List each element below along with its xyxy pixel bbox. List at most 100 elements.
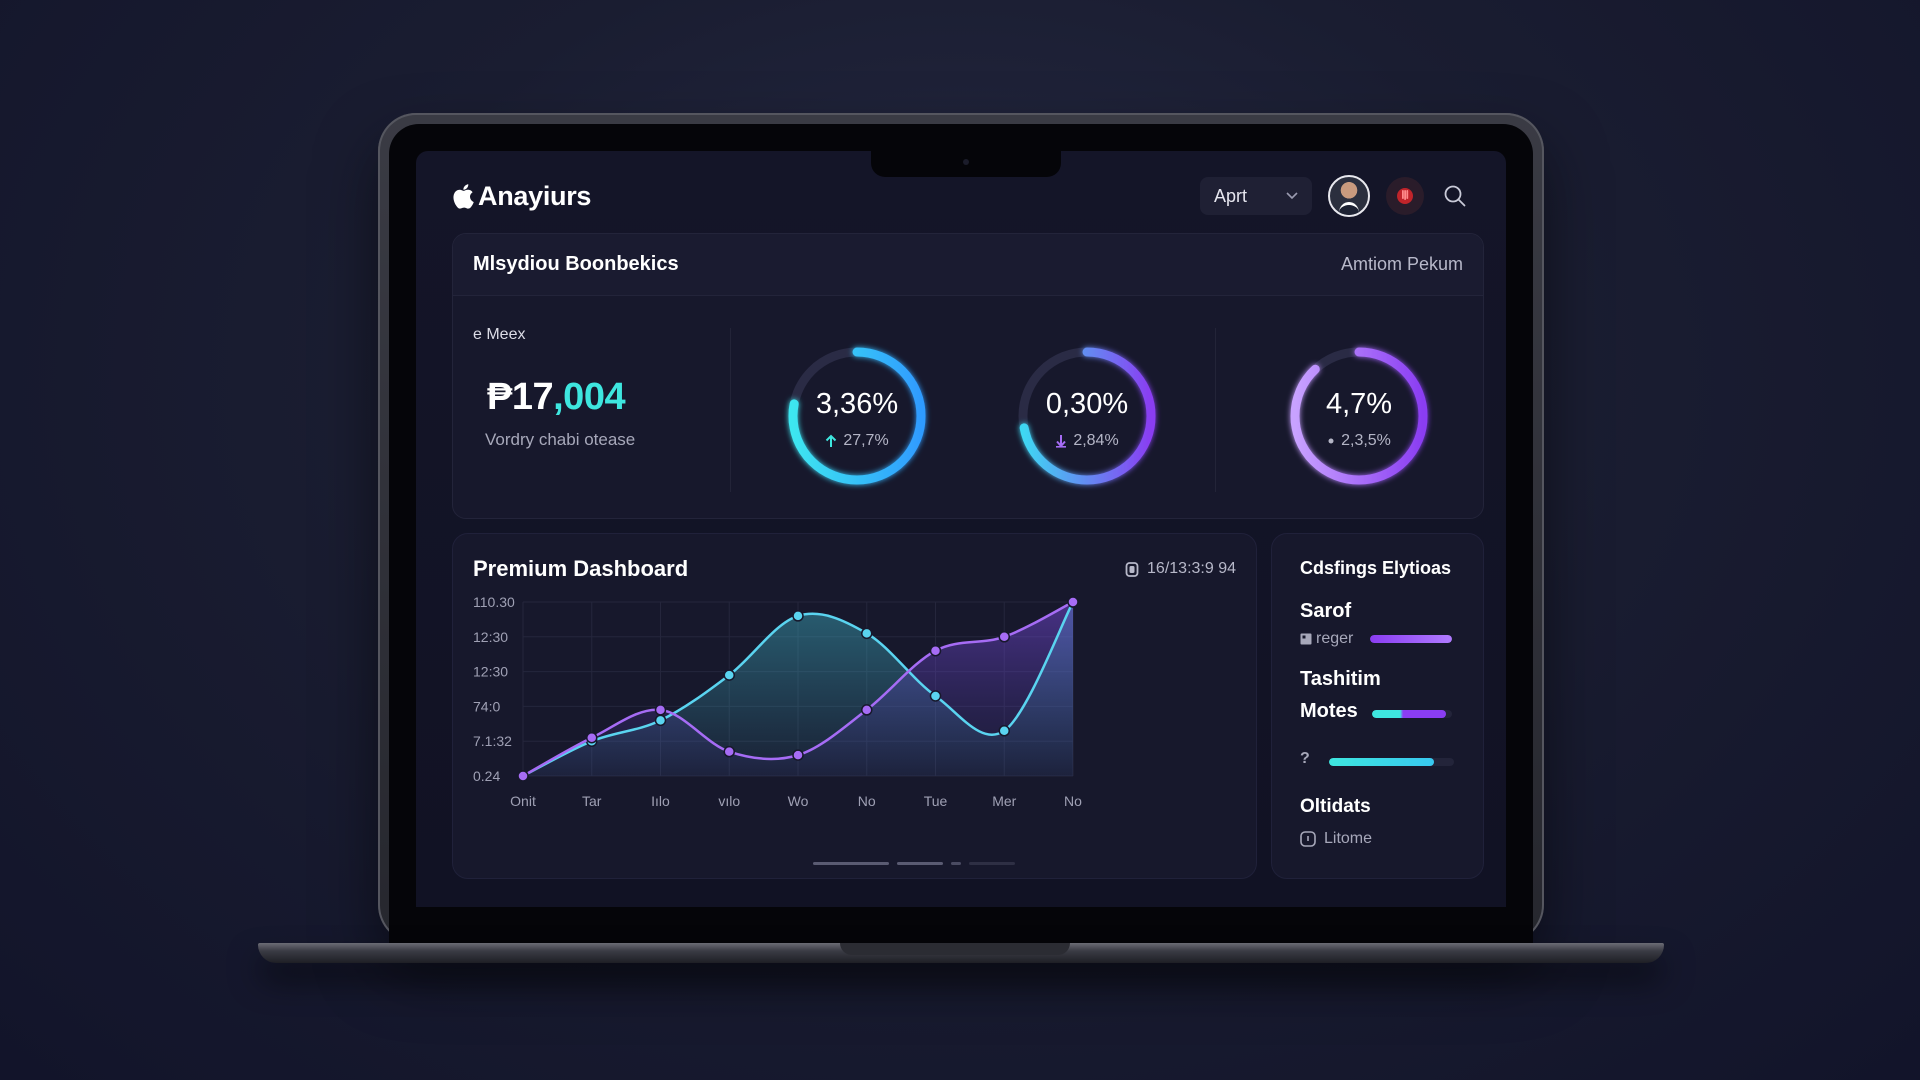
y-tick-label: 12:30 <box>473 664 508 680</box>
chevron-down-icon <box>1286 192 1298 200</box>
data-point <box>586 731 598 744</box>
ring-2-change: 2,84% <box>1001 432 1173 450</box>
chart-timestamp-text: 16/13:3:9 94 <box>1147 560 1236 577</box>
data-point <box>723 745 735 758</box>
side-item-3-title: ? <box>1300 750 1310 767</box>
stats-period-label[interactable]: Amtiom Pekum <box>1340 254 1463 274</box>
user-avatar[interactable] <box>1328 175 1370 217</box>
side-item-1-bar-fill <box>1370 635 1452 643</box>
ring-progress-arc <box>788 347 926 485</box>
side-item-2-title[interactable]: Tashitim <box>1300 668 1381 690</box>
x-tick-label: No <box>1064 793 1082 809</box>
pager-dot[interactable] <box>969 862 1015 865</box>
data-point <box>723 669 735 681</box>
data-point <box>929 690 942 702</box>
side-item-1-bar <box>1370 635 1452 643</box>
metric-subtitle: Vordry chabi otease <box>485 430 636 449</box>
ring-gauge-1[interactable]: 3,36% 27,7% <box>771 330 943 502</box>
laptop-lid: Anayiurs Aprt <box>378 113 1544 943</box>
metric-value-accent: ,004 <box>553 376 626 418</box>
metric-value-prefix: ₱17 <box>487 376 554 418</box>
data-point <box>861 704 873 716</box>
app-screen: Anayiurs Aprt <box>416 151 1506 907</box>
y-tick-label: 12:30 <box>473 629 508 645</box>
data-point <box>998 725 1010 737</box>
side-item-4-sub[interactable]: Litome <box>1300 830 1372 848</box>
stats-body: e Meex ₱17,004 Vordry chabi otease 3,36%… <box>453 296 1483 518</box>
stats-card: Mlsydiou Boonbekics Amtiom Pekum e Meex … <box>452 233 1484 519</box>
x-tick-label: Tar <box>582 793 602 809</box>
arrow-up-icon <box>826 434 837 447</box>
y-tick-label: 74:0 <box>473 698 500 714</box>
apple-logo-icon <box>453 184 474 209</box>
side-item-1-title[interactable]: Sarof <box>1300 600 1352 622</box>
y-tick-label: 110.30 <box>473 594 515 610</box>
metric-label: e Meex <box>473 326 526 343</box>
divider <box>1215 328 1216 492</box>
pager-dot[interactable] <box>897 862 943 865</box>
ring-1-change: 27,7% <box>771 432 943 450</box>
premium-dashboard-card: 110.30 12:30 12:30 74:0 7.1:32 0.24 Onit Tar Iıl… <box>452 533 1257 879</box>
top-bar-controls: Aprt <box>1200 175 1470 217</box>
ring-1-value: 3,36% <box>815 388 899 420</box>
side-item-3-bar <box>1329 758 1454 766</box>
data-point <box>654 714 667 727</box>
side-item-2-bar-fill <box>1372 710 1446 718</box>
metric-value: ₱17,004 <box>487 376 626 419</box>
top-bar: Anayiurs Aprt <box>452 171 1470 221</box>
laptop-bezel: Anayiurs Aprt <box>389 124 1533 943</box>
ring-3-change: 2,3,5% <box>1273 432 1445 450</box>
chart-title: Premium Dashboard <box>473 556 689 581</box>
ring-gauge-2[interactable]: 0,30% 2,84% <box>1001 330 1173 502</box>
divider <box>730 328 731 492</box>
side-item-1-sub-text: reger <box>1316 630 1354 647</box>
side-item-4-sub-text: Litome <box>1324 830 1373 847</box>
chart-timestamp: 16/13:3:9 94 <box>1125 560 1236 578</box>
data-point <box>792 749 804 761</box>
x-tick-label: Wo <box>788 793 809 809</box>
laptop-hinge-notch <box>840 943 1070 955</box>
dot-icon <box>1328 438 1334 444</box>
ring-progress-arc <box>1018 347 1156 485</box>
search-icon <box>1444 185 1466 207</box>
chart-pager[interactable] <box>813 862 1015 865</box>
data-point <box>517 770 529 782</box>
x-tick-label: No <box>858 793 876 809</box>
side-item-4-title[interactable]: Oltidats <box>1300 796 1371 817</box>
pager-dot-active[interactable] <box>813 862 889 865</box>
ring-2-value: 0,30% <box>1045 388 1129 420</box>
info-box-icon <box>1300 831 1316 847</box>
x-tick-label: vılo <box>718 793 740 809</box>
y-tick-label: 7.1:32 <box>473 733 512 749</box>
side-panel-card: Cdsfings Elytioas Sarof reger Tashitim M… <box>1271 533 1484 879</box>
month-select[interactable]: Aprt <box>1200 177 1312 215</box>
ring-1-svg <box>788 347 926 485</box>
ring-progress-arc <box>1290 347 1428 485</box>
ring-2-svg <box>1018 347 1156 485</box>
search-button[interactable] <box>1440 181 1470 211</box>
side-item-1-sub: reger <box>1300 630 1353 648</box>
data-point <box>998 631 1010 643</box>
clock-icon <box>1125 562 1139 577</box>
ring-2-change-text: 2,84% <box>1073 432 1119 449</box>
laptop-base <box>258 943 1664 963</box>
ring-3-value: 4,7% <box>1325 388 1393 420</box>
ring-1-change-text: 27,7% <box>843 432 889 449</box>
x-tick-label: Tue <box>924 793 948 809</box>
line-chart[interactable]: 110.30 12:30 12:30 74:0 7.1:32 0.24 Onit Tar Iıl… <box>453 534 1258 880</box>
pager-dot[interactable] <box>951 862 961 865</box>
camera-notch <box>871 151 1061 177</box>
ring-3-change-text: 2,3,5% <box>1341 432 1391 449</box>
side-item-3-bar-fill <box>1329 758 1434 766</box>
notification-button[interactable] <box>1386 177 1424 215</box>
ring-gauge-3[interactable]: 4,7% 2,3,5% <box>1273 330 1445 502</box>
series-area <box>523 602 1073 776</box>
side-panel-title: Cdsfings Elytioas <box>1300 558 1452 578</box>
side-item-2-bar <box>1372 710 1452 718</box>
month-select-value: Aprt <box>1214 185 1248 206</box>
side-item-2-title-line2: Motes <box>1300 700 1358 722</box>
stats-title: Mlsydiou Boonbekics <box>473 253 679 275</box>
arrow-down-icon <box>1056 435 1067 448</box>
data-point <box>929 644 942 657</box>
app-brand[interactable]: Anayiurs <box>452 181 591 212</box>
